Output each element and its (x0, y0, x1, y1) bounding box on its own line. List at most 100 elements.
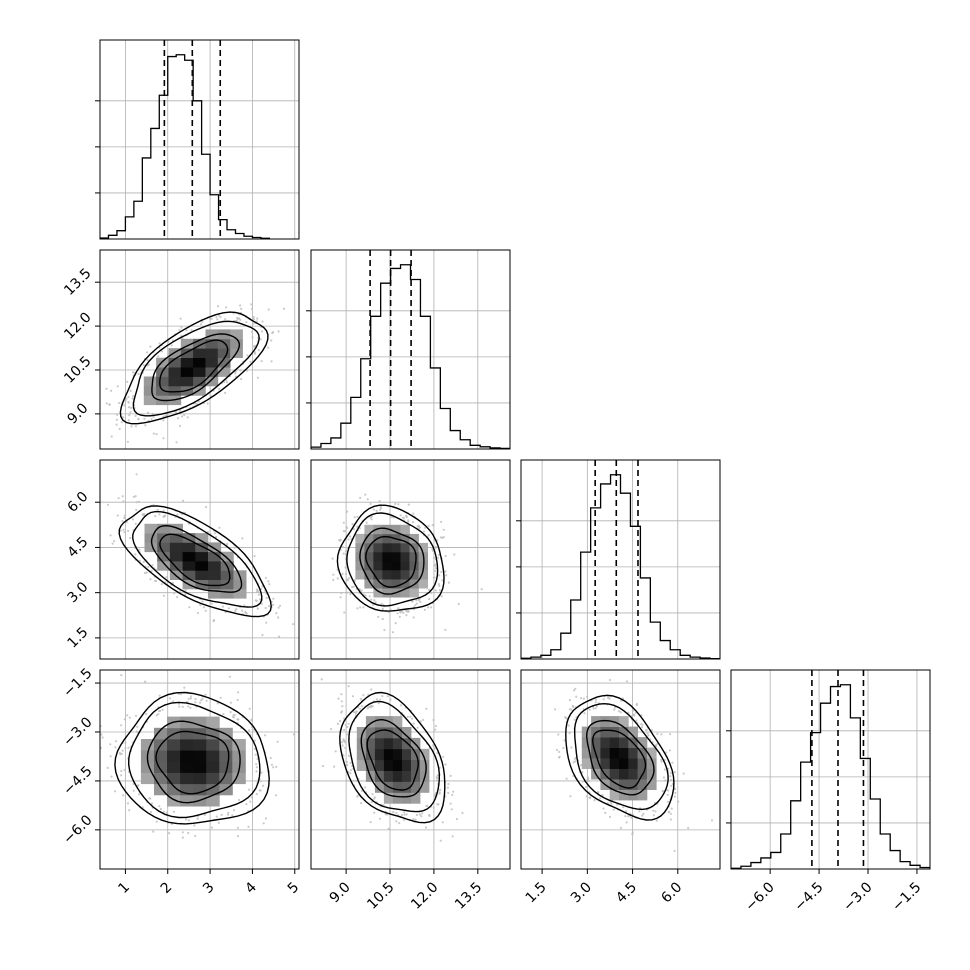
x-tick-label: 4 (242, 879, 260, 897)
scatter-point (261, 633, 264, 637)
scatter-point (122, 794, 125, 797)
scatter-point (564, 716, 567, 719)
scatter-point (386, 695, 389, 698)
scatter-point (156, 508, 159, 511)
density-bin (591, 758, 601, 769)
scatter-point (267, 346, 270, 349)
density-bin (374, 737, 385, 750)
scatter-point (240, 307, 243, 310)
scatter-point (201, 600, 204, 603)
scatter-point (345, 779, 348, 782)
scatter-point (187, 697, 190, 700)
scatter-point (255, 588, 258, 591)
scatter-point (278, 604, 282, 607)
scatter-point (558, 756, 561, 759)
density-bin (356, 748, 367, 761)
scatter-point (259, 338, 262, 341)
scatter-point (167, 340, 170, 343)
y-tick-label: 13.5 (61, 266, 94, 299)
scatter-point (647, 734, 650, 737)
scatter-point (409, 715, 412, 718)
axes-frame (99, 39, 300, 240)
density-bin (143, 376, 157, 387)
density-bin (420, 748, 430, 761)
scatter-point (109, 743, 112, 746)
density-bin (220, 579, 234, 590)
scatter-point (402, 611, 405, 615)
scatter-point (349, 772, 352, 775)
scatter-point (444, 763, 447, 766)
scatter-point (223, 381, 226, 384)
scatter-point (175, 441, 178, 444)
scatter-point (359, 496, 362, 499)
density-bin (217, 367, 231, 377)
scatter-point (255, 599, 258, 603)
scatter-point (405, 813, 408, 816)
scatter-point (190, 329, 193, 332)
density-bin (205, 367, 219, 377)
scatter-point (248, 707, 251, 710)
scatter-point (421, 812, 424, 815)
scatter-point (663, 768, 667, 771)
scatter-point (427, 524, 430, 527)
scatter-point (419, 600, 422, 604)
scatter-point (452, 790, 455, 793)
density-bin (195, 570, 209, 580)
scatter-point (164, 514, 167, 517)
scatter-point (256, 317, 259, 320)
contour-line (346, 512, 439, 607)
scatter-point (120, 769, 123, 773)
scatter-point (219, 315, 222, 319)
scatter-point (129, 406, 133, 409)
scatter-point (120, 752, 123, 755)
scatter-point (340, 591, 343, 595)
scatter-point (301, 763, 303, 765)
scatter-point (123, 514, 126, 517)
y-axis-2: 1.5 3.0 4.5 6.0 (64, 489, 100, 651)
density-bin (169, 542, 183, 553)
scatter-point (432, 744, 435, 747)
scatter-point (667, 789, 670, 792)
scatter-point (410, 600, 414, 603)
scatter-point (250, 719, 253, 722)
scatter-point (127, 406, 131, 409)
scatter-point (616, 803, 619, 806)
scatter-point (132, 789, 135, 792)
density-bin (365, 727, 376, 739)
scatter-point (571, 704, 574, 708)
scatter-point (431, 524, 434, 527)
scatter-point (199, 323, 203, 326)
scatter-point (669, 812, 673, 815)
scatter-point (438, 792, 441, 795)
scatter-point (351, 695, 354, 698)
contour-line (114, 691, 270, 825)
scatter-point (229, 701, 233, 704)
density-bin (217, 348, 231, 358)
scatter-point (461, 811, 464, 815)
density-bin (156, 376, 169, 387)
density-bin (154, 772, 168, 785)
scatter-point (624, 815, 627, 818)
scatter-point (665, 751, 668, 754)
scatter-point (594, 698, 598, 701)
density-bin (619, 758, 629, 769)
scatter-point (181, 836, 184, 839)
density-bin (364, 552, 374, 562)
scatter-point (250, 330, 254, 333)
scatter-point (176, 513, 179, 516)
density-layer (105, 303, 286, 444)
scatter-point (252, 316, 255, 319)
scatter-point (433, 747, 436, 750)
scatter-point (437, 583, 440, 586)
scatter-point (444, 570, 447, 573)
scatter-point (138, 548, 141, 551)
scatter-point (225, 379, 228, 382)
scatter-point (640, 726, 644, 729)
scatter-point (277, 606, 280, 609)
scatter-point (254, 351, 257, 354)
density-bin (180, 348, 194, 358)
scatter-point (277, 330, 280, 333)
density-bin (418, 579, 428, 589)
scatter-point (151, 564, 154, 567)
scatter-point (176, 417, 180, 420)
